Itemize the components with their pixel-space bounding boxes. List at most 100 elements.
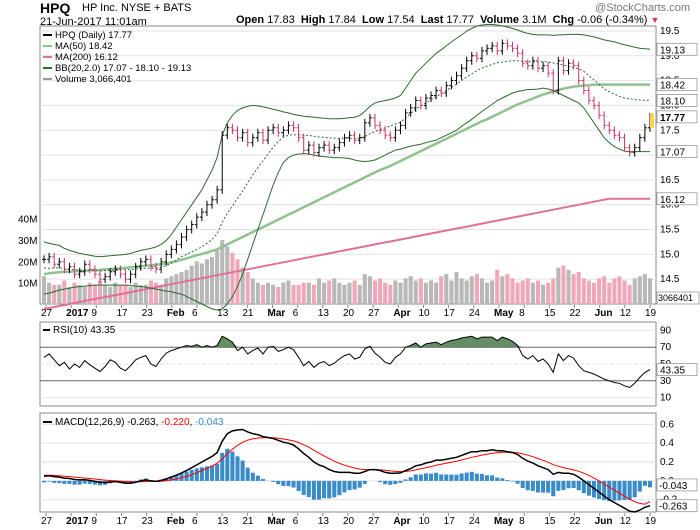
copyright: @StockCharts.com (595, 2, 690, 14)
volume-bar (286, 280, 291, 304)
macd-histogram-bar (602, 480, 607, 501)
volume-bar (337, 282, 342, 304)
macd-histogram-bar (240, 460, 245, 481)
volume-bar (591, 282, 597, 304)
price-x-tick: 20 (343, 308, 355, 319)
volume-bar (434, 282, 439, 304)
macd-histogram-bar (347, 480, 352, 491)
macd-histogram-bar (82, 480, 87, 484)
rsi-y-tick: 30 (660, 376, 672, 387)
price-x-tick: Jun (595, 308, 613, 319)
volume-bar (52, 284, 57, 304)
price-tag-box (656, 94, 698, 107)
macd-histogram-bar (632, 480, 637, 498)
macd-histogram-bar (215, 463, 220, 481)
macd-histogram-bar (505, 479, 510, 481)
price-tag-box (656, 42, 698, 56)
macd-histogram-bar (551, 480, 556, 497)
volume-bar (133, 282, 138, 304)
macd-histogram-bar (510, 480, 515, 482)
rsi-overbought-fill (44, 336, 650, 348)
macd-histogram-bar (469, 471, 474, 481)
chg-down-icon: ▼ (650, 15, 660, 25)
macd-histogram-bar (316, 480, 322, 500)
macd-histogram-bar (393, 480, 398, 485)
volume-bar (459, 278, 464, 304)
volume-bar (428, 280, 434, 304)
volume-bar (281, 282, 286, 304)
price-y-tick: 15.5 (660, 225, 680, 236)
price-x-tick: 8 (519, 308, 525, 319)
macd-x-tick: 9 (91, 516, 97, 527)
price-y-tick: 14.5 (660, 274, 680, 285)
volume-bar (383, 282, 388, 304)
volume-bar (556, 267, 561, 304)
volume-bar (332, 278, 337, 304)
macd-histogram-bar (418, 474, 423, 481)
bb-lower-line (43, 87, 650, 311)
macd-histogram-bar (490, 475, 495, 481)
macd-histogram-bar (67, 480, 72, 484)
macd-x-tick: 6 (293, 516, 299, 527)
price-x-tick: 23 (142, 308, 154, 319)
volume-bar (245, 272, 250, 304)
volume-y-tick: 20M (18, 257, 37, 268)
volume-bar (627, 284, 632, 304)
volume-bar (586, 280, 591, 304)
rsi-tag-box (656, 363, 698, 376)
volume-bar (632, 278, 637, 304)
volume-bar (199, 263, 204, 304)
low-value: 17.54 (387, 14, 415, 26)
price-x-tick: 19 (645, 308, 657, 319)
macd-histogram-bar (581, 480, 586, 494)
volume-bar (612, 278, 617, 304)
macd-histogram-bar (271, 480, 276, 482)
macd-histogram-bar (388, 480, 393, 485)
macd-histogram-bar (296, 480, 301, 491)
macd-histogram-bar (327, 480, 332, 499)
volume-bar (306, 282, 311, 304)
volume-bar (57, 284, 62, 304)
macd-histogram-bar (495, 477, 500, 481)
volume-bar (347, 282, 352, 304)
volume-bar (474, 274, 479, 304)
macd-histogram-bar (250, 472, 255, 481)
macd-histogram-bar (286, 480, 291, 487)
macd-histogram-bar (444, 474, 449, 481)
volume-bar (169, 276, 174, 304)
price-tag-box (656, 192, 698, 206)
price-x-tick: 17 (117, 308, 129, 319)
macd-histogram-bar (607, 480, 612, 502)
macd-x-tick: Apr (393, 516, 410, 527)
macd-histogram-bar (87, 480, 92, 484)
macd-histogram-bar (281, 480, 286, 487)
macd-histogram-bar (133, 480, 138, 482)
macd-histogram-bar (485, 475, 490, 481)
volume-bar (571, 274, 576, 304)
volume-bar (41, 276, 47, 304)
volume-bar (357, 284, 362, 304)
macd-x-tick: 22 (570, 516, 582, 527)
macd-histogram-bar (276, 480, 281, 485)
volume-bar (296, 284, 301, 304)
high-label: High (300, 14, 326, 26)
price-x-tick: 27 (368, 308, 380, 319)
macd-x-tick: 10 (419, 516, 431, 527)
macd-histogram-bar (220, 452, 225, 481)
macd-histogram-bar (245, 467, 250, 481)
macd-histogram-bar (454, 474, 459, 481)
macd-histogram-bar (230, 451, 235, 481)
macd-histogram-bar (434, 472, 439, 481)
macd-histogram-bar (556, 480, 561, 491)
volume-bar (148, 280, 153, 304)
macd-histogram-bar (291, 480, 296, 488)
macd-histogram-bar (204, 466, 209, 481)
rsi-tag-label: 43.35 (660, 366, 685, 377)
ma200-line (43, 197, 650, 310)
macd-histogram-bar (500, 478, 505, 481)
volume-value: 3.1M (522, 14, 547, 26)
chg-label: Chg (552, 14, 575, 26)
volume-bar (342, 284, 347, 304)
price-x-tick: 27 (41, 308, 53, 319)
macd-histogram-bar (449, 474, 454, 481)
